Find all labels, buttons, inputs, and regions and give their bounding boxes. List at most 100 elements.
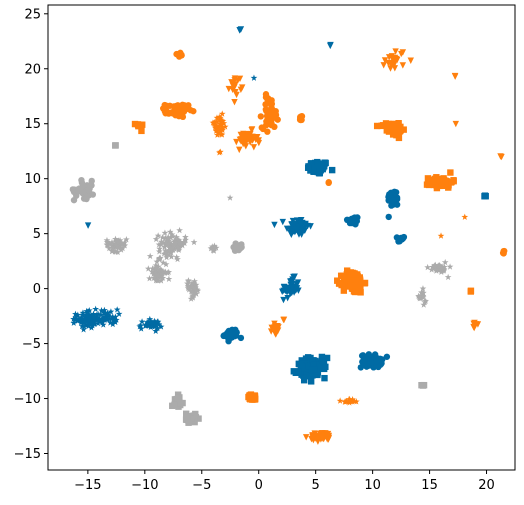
data-point — [209, 119, 217, 126]
data-point — [481, 193, 488, 200]
data-point — [83, 311, 91, 319]
data-point — [115, 243, 123, 251]
data-point — [174, 105, 181, 112]
data-point — [147, 323, 155, 331]
data-point — [392, 129, 400, 136]
data-point — [287, 225, 294, 232]
data-point — [436, 261, 443, 269]
data-point — [86, 315, 94, 323]
data-point — [216, 120, 224, 127]
series-1 — [131, 48, 508, 445]
data-point — [318, 353, 326, 361]
data-point — [338, 281, 345, 289]
data-point — [163, 240, 171, 248]
data-point — [389, 120, 397, 128]
data-point — [185, 278, 192, 285]
data-point — [415, 292, 422, 300]
data-point — [290, 273, 297, 281]
data-point — [142, 322, 150, 329]
data-point — [182, 236, 189, 243]
data-point — [152, 277, 160, 284]
data-point — [293, 281, 301, 288]
data-point — [184, 415, 191, 422]
data-point — [419, 382, 427, 389]
data-point — [173, 233, 180, 241]
data-point — [250, 74, 258, 81]
data-point — [173, 253, 181, 261]
data-point — [74, 311, 82, 318]
data-point — [316, 167, 324, 175]
data-point — [95, 315, 103, 322]
data-point — [325, 436, 332, 443]
data-point — [295, 368, 302, 375]
data-point — [107, 308, 115, 315]
data-point — [429, 178, 436, 185]
data-point — [176, 226, 183, 234]
data-point — [313, 432, 321, 440]
data-point — [113, 237, 120, 244]
data-point — [432, 261, 439, 269]
data-point — [220, 119, 228, 127]
data-point — [182, 233, 189, 241]
data-point — [304, 164, 312, 171]
data-point — [237, 138, 245, 145]
data-point — [237, 26, 245, 33]
data-point — [188, 415, 195, 422]
data-point — [253, 134, 260, 141]
data-point — [107, 319, 114, 326]
data-point — [323, 354, 331, 362]
data-point — [175, 240, 183, 247]
data-point — [112, 142, 119, 149]
x-tick-label: −5 — [192, 478, 211, 493]
data-point — [78, 322, 86, 330]
data-point — [343, 276, 350, 283]
data-point — [399, 62, 407, 69]
data-point — [118, 240, 126, 248]
data-point — [395, 235, 402, 242]
data-point — [250, 144, 258, 151]
data-point — [74, 317, 81, 324]
data-point — [237, 334, 245, 342]
data-point — [99, 319, 106, 326]
data-point — [438, 181, 445, 189]
data-point — [350, 271, 357, 278]
data-point — [248, 126, 256, 133]
data-point — [217, 127, 224, 134]
data-point — [385, 213, 392, 221]
data-point — [249, 137, 256, 144]
data-point — [92, 305, 100, 312]
data-point — [175, 244, 182, 252]
data-point — [111, 247, 119, 255]
data-point — [150, 274, 158, 282]
data-point — [139, 121, 146, 128]
data-point — [391, 57, 399, 64]
ticks-layer: −15 −10 −5 0 5 10 15 20 −15 −10 −5 0 5 10 15 20 25 — [14, 7, 495, 493]
data-point — [328, 166, 336, 174]
data-point — [153, 258, 161, 265]
data-point — [293, 285, 301, 292]
data-point — [387, 61, 394, 68]
data-point — [173, 242, 180, 249]
data-point — [175, 237, 183, 244]
data-point — [137, 322, 144, 329]
data-point — [262, 106, 270, 113]
data-point — [165, 247, 173, 254]
data-point — [93, 311, 101, 318]
data-point — [174, 255, 181, 263]
data-point — [415, 294, 423, 301]
data-point — [121, 242, 129, 249]
data-point — [119, 244, 126, 252]
data-point — [83, 194, 90, 201]
data-point — [109, 244, 116, 252]
data-point — [307, 378, 315, 385]
data-point — [101, 316, 109, 323]
data-point — [233, 138, 240, 146]
data-point — [228, 79, 235, 86]
data-point — [152, 235, 160, 243]
data-point — [162, 237, 170, 245]
data-point — [163, 251, 170, 258]
data-point — [138, 318, 146, 325]
data-point — [155, 248, 163, 255]
data-point — [80, 316, 88, 323]
data-point — [444, 273, 452, 281]
